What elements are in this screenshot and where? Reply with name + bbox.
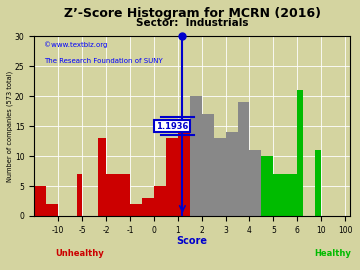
Bar	[238, 102, 249, 216]
Bar	[297, 90, 303, 216]
X-axis label: Score: Score	[177, 236, 208, 246]
Title: Z’-Score Histogram for MCRN (2016): Z’-Score Histogram for MCRN (2016)	[64, 7, 321, 20]
Bar	[249, 150, 261, 216]
Text: 1.1936: 1.1936	[156, 122, 188, 131]
Bar	[98, 138, 106, 216]
Bar	[190, 96, 202, 216]
Bar	[202, 114, 213, 216]
Y-axis label: Number of companies (573 total): Number of companies (573 total)	[7, 70, 13, 182]
Bar	[34, 186, 46, 216]
Bar	[46, 204, 58, 216]
Bar	[142, 198, 154, 216]
Bar	[130, 204, 142, 216]
Bar	[77, 174, 82, 216]
Bar	[285, 174, 297, 216]
Bar	[213, 138, 226, 216]
Text: The Research Foundation of SUNY: The Research Foundation of SUNY	[44, 58, 162, 64]
Text: ©www.textbiz.org: ©www.textbiz.org	[44, 42, 107, 48]
Bar	[226, 132, 238, 216]
Bar	[178, 132, 190, 216]
Text: Healthy: Healthy	[314, 249, 351, 258]
Bar	[166, 138, 178, 216]
Bar	[154, 186, 166, 216]
Bar	[261, 156, 273, 216]
Bar	[106, 174, 130, 216]
Bar	[315, 150, 321, 216]
Bar	[273, 174, 285, 216]
Text: Sector:  Industrials: Sector: Industrials	[136, 18, 248, 28]
Text: Unhealthy: Unhealthy	[55, 249, 104, 258]
